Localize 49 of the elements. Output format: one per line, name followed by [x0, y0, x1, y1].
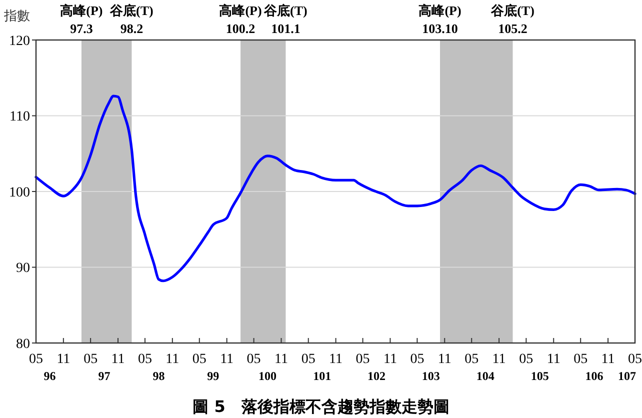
x-tick-label: 05 — [246, 352, 261, 367]
y-tick-label: 80 — [16, 336, 30, 352]
x-tick-label: 11 — [111, 352, 125, 367]
x-tick-label: 05 — [84, 352, 98, 367]
text: 106 — [585, 369, 604, 383]
y-axis-title: 指數 — [3, 8, 30, 23]
x-tick-label: 11 — [274, 352, 288, 367]
line-series — [34, 94, 636, 282]
text: 谷底(T) 101.1 — [263, 3, 308, 36]
x-tick-label: 11 — [546, 352, 560, 367]
y-tick-label: 100 — [9, 185, 30, 200]
text: 104 — [476, 369, 494, 383]
text: 100 — [258, 369, 277, 383]
x-tick-label: 05 — [301, 352, 316, 367]
text: 101 — [313, 369, 332, 383]
text: 103 — [422, 369, 440, 383]
x-tick-label: 05 — [138, 352, 152, 367]
text: 99 — [207, 369, 220, 383]
text: 高峰(P) 97.3 — [60, 3, 103, 36]
x-tick-label: 05 — [464, 352, 479, 367]
x-tick-label: 05 — [519, 352, 534, 367]
x-tick-label: 05 — [29, 352, 43, 367]
text: 96 — [44, 369, 56, 383]
x-tick-label: 05 — [628, 352, 642, 367]
x-tick-label: 11 — [601, 352, 615, 367]
x-tick-label: 11 — [438, 352, 452, 367]
text: 107 — [618, 369, 636, 383]
x-tick-label: 11 — [56, 352, 70, 367]
text: 谷底(T) 98.2 — [109, 3, 154, 36]
text: 谷底(T) 105.2 — [490, 3, 534, 36]
text: 98 — [152, 369, 165, 383]
x-tick-label: 05 — [356, 352, 370, 367]
y-tick-label: 90 — [16, 261, 30, 276]
y-tick-label: 120 — [9, 34, 30, 49]
text: 圖 5 落後指標不含趨勢指數走勢圖 — [192, 397, 450, 416]
x-tick-label: 11 — [383, 352, 397, 367]
x-tick-label: 11 — [492, 352, 506, 367]
text: 高峰(P) 103.10 — [418, 3, 462, 36]
text: 102 — [367, 369, 386, 383]
y-tick-label: 110 — [10, 110, 30, 125]
text: 高峰(P) 100.2 — [219, 3, 262, 36]
x-tick-label: 11 — [329, 352, 343, 367]
x-tick-label: 11 — [166, 352, 180, 367]
text: 105 — [530, 369, 549, 383]
x-tick-label: 05 — [574, 352, 588, 367]
x-tick-label: 11 — [220, 352, 234, 367]
x-tick-label: 05 — [410, 352, 424, 367]
text: 97 — [98, 369, 110, 383]
x-tick-label: 05 — [192, 352, 206, 367]
